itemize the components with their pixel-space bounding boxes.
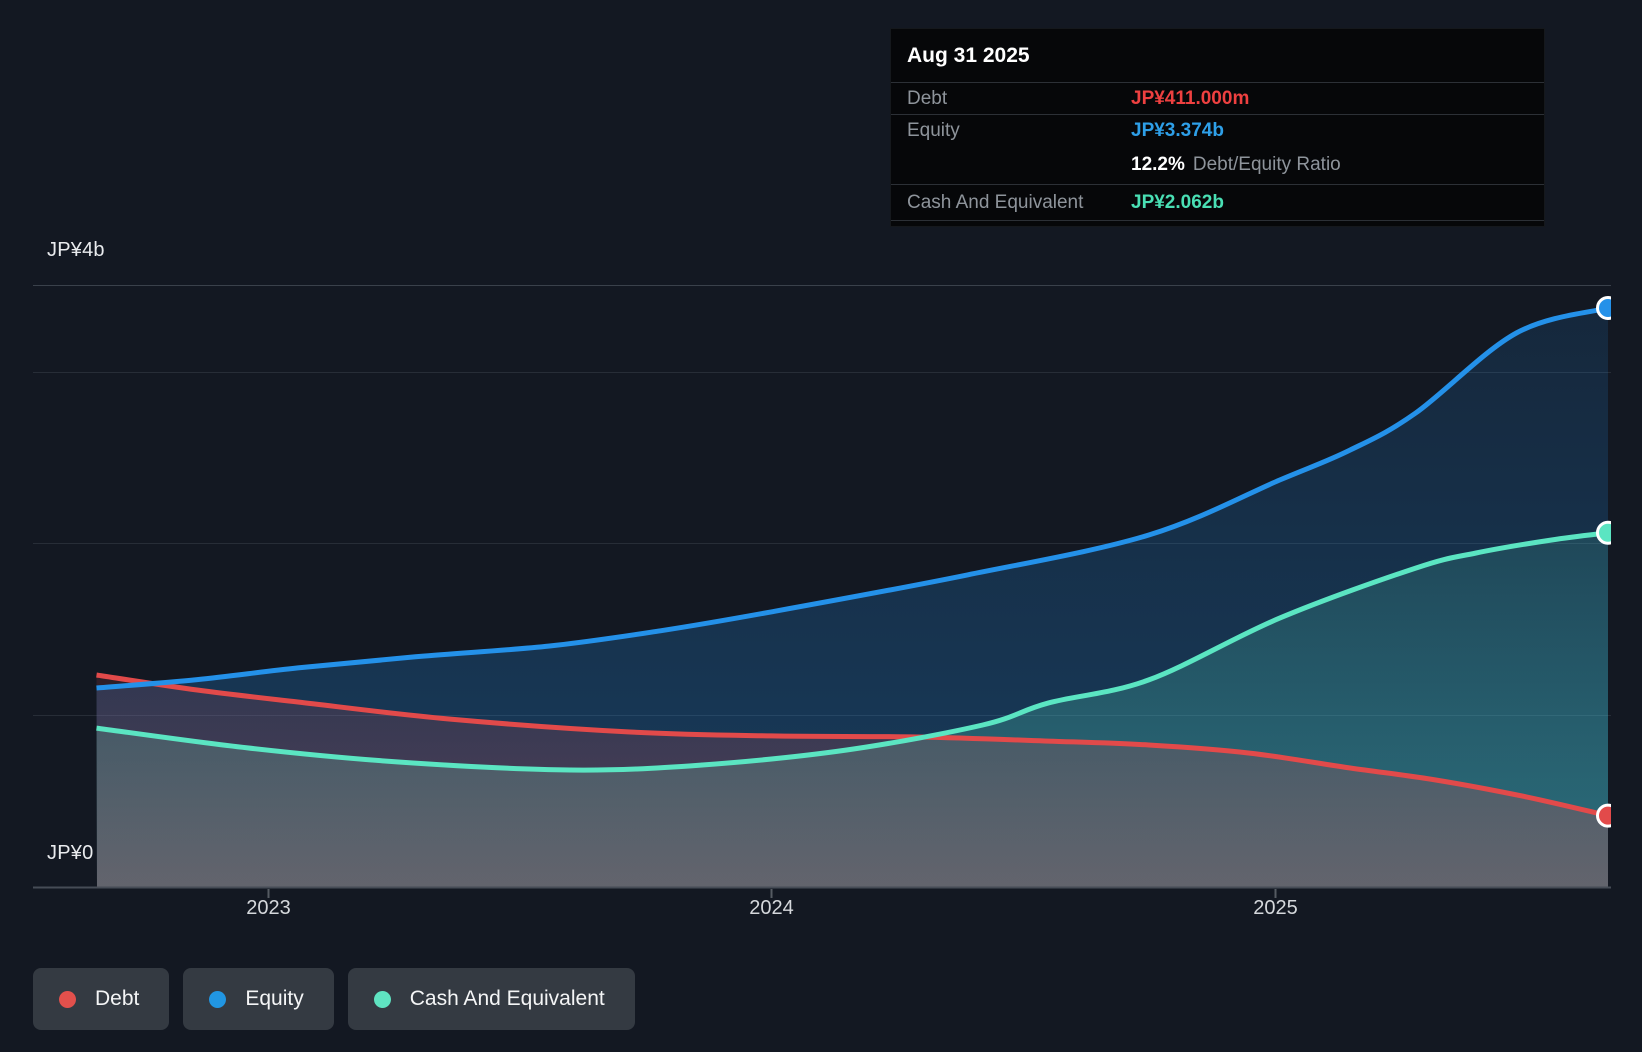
tooltip-debt-label: Debt <box>907 87 948 109</box>
cash-color-dot <box>373 990 391 1008</box>
legend-label-equity: Equity <box>245 987 304 1010</box>
x-axis-label: 2024 <box>749 897 794 919</box>
legend-item-debt[interactable]: Debt <box>33 968 170 1030</box>
debt-color-dot <box>59 990 76 1008</box>
tooltip-date: Aug 31 2025 <box>907 43 1030 67</box>
debt-endpoint-marker[interactable] <box>1596 803 1619 828</box>
x-axis-label: 2025 <box>1253 897 1298 919</box>
legend-label-debt: Debt <box>95 987 140 1010</box>
tooltip-ratio-label: Debt/Equity Ratio <box>1192 154 1341 175</box>
tooltip-row-cash: Cash And Equivalent JP¥2.062b <box>891 184 1544 221</box>
x-axis-label: 2023 <box>246 897 291 919</box>
tooltip-row-debt: Debt JP¥411.000m <box>891 82 1544 114</box>
tooltip-row-equity: Equity JP¥3.374b <box>891 114 1544 146</box>
legend-label-cash: Cash And Equivalent <box>409 987 605 1010</box>
tooltip-cash-value: JP¥2.062b <box>1131 191 1224 213</box>
y-axis-max-label: JP¥4b <box>47 239 105 261</box>
tooltip-ratio-value: 12.2% <box>1131 154 1185 175</box>
equity-color-dot <box>209 990 227 1008</box>
tooltip-panel: Aug 31 2025 Debt JP¥411.000m Equity JP¥3… <box>890 28 1545 227</box>
debt-area <box>96 675 1608 887</box>
cash-and-equivalent-line <box>96 530 1609 773</box>
tooltip-equity-label: Equity <box>907 119 960 141</box>
legend-item-cash[interactable]: Cash And Equivalent <box>347 968 635 1030</box>
tooltip-cash-label: Cash And Equivalent <box>907 191 1084 213</box>
legend-item-equity[interactable]: Equity <box>183 968 334 1030</box>
equity-endpoint-marker[interactable] <box>1596 296 1619 321</box>
y-axis-zero-label: JP¥0 <box>47 842 94 864</box>
equity-line <box>96 305 1609 691</box>
tooltip-equity-value: JP¥3.374b <box>1131 119 1224 141</box>
legend: Debt Equity Cash And Equivalent <box>33 968 635 1030</box>
tooltip-row-ratio: 12.2% Debt/Equity Ratio <box>891 146 1544 184</box>
cash-and-equivalent-endpoint-marker[interactable] <box>1596 520 1619 545</box>
tooltip-debt-value: JP¥411.000m <box>1131 87 1250 109</box>
